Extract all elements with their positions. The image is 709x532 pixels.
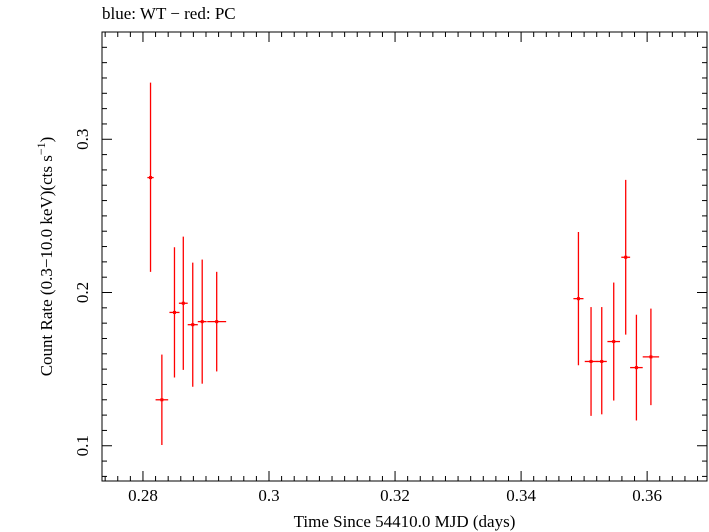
data-point [596, 307, 607, 415]
y-tick-label: 0.3 [73, 129, 92, 150]
x-tick-label: 0.32 [380, 486, 410, 505]
data-point [621, 179, 631, 335]
data-point [147, 82, 154, 272]
y-label-end: ) [37, 137, 56, 143]
data-marker [576, 297, 580, 301]
data-point [630, 314, 643, 421]
data-marker [624, 255, 628, 259]
data-marker [634, 366, 638, 370]
plot-frame [101, 31, 708, 482]
x-axis-label: Time Since 54410.0 MJD (days) [294, 512, 516, 531]
x-tick-label: 0.28 [128, 486, 158, 505]
data-point [642, 308, 660, 406]
data-marker [200, 320, 204, 324]
data-point [207, 271, 227, 372]
data-marker [191, 323, 195, 327]
data-marker [160, 398, 164, 402]
x-tick-label: 0.34 [506, 486, 536, 505]
data-point [178, 236, 188, 370]
data-marker [612, 340, 616, 344]
y-tick-label: 0.1 [73, 435, 92, 456]
x-tick-label: 0.3 [258, 486, 279, 505]
data-point [155, 354, 169, 445]
data-point [187, 262, 198, 387]
data-marker [172, 310, 176, 314]
axis-tick-labels: 0.28 0.3 0.32 0.34 0.36 0.1 0.2 0.3 [73, 129, 662, 505]
data-point [607, 282, 621, 401]
data-point [197, 259, 207, 384]
data-point [169, 247, 180, 378]
data-point [584, 307, 598, 416]
data-marker [215, 320, 219, 324]
chart-title: blue: WT − red: PC [102, 4, 236, 23]
data-marker [149, 176, 153, 180]
y-tick-label: 0.2 [73, 282, 92, 303]
y-label-superscript: −1 [34, 142, 48, 155]
data-marker [649, 355, 653, 359]
data-marker [181, 301, 185, 305]
data-marker [600, 359, 604, 363]
y-label-main: Count Rate (0.3−10.0 keV)(cts s [37, 155, 56, 376]
x-tick-label: 0.36 [632, 486, 662, 505]
data-point [573, 231, 584, 366]
y-axis-label: Count Rate (0.3−10.0 keV)(cts s−1) [34, 137, 56, 377]
axis-ticks [102, 31, 707, 481]
data-points [147, 82, 660, 445]
data-marker [589, 359, 593, 363]
